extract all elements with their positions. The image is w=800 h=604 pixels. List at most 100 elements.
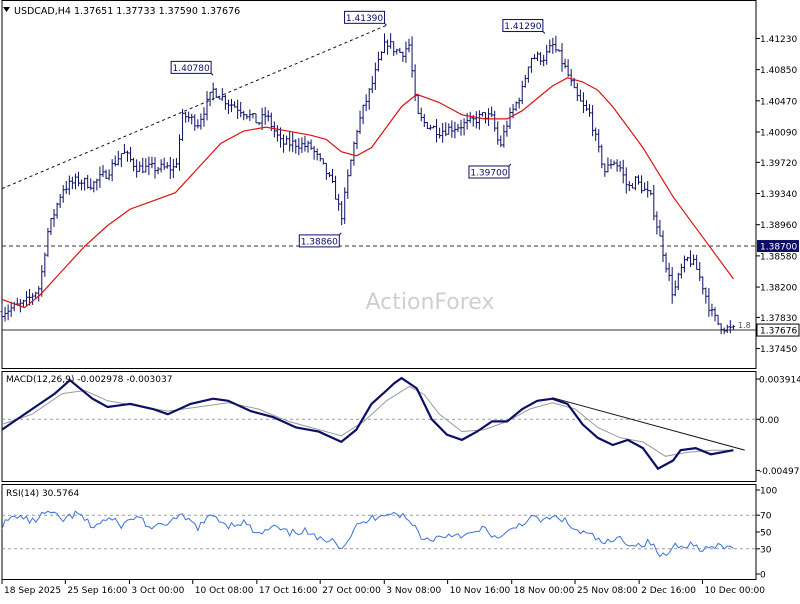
candle-bar	[401, 51, 405, 63]
macd-main-line	[1, 376, 734, 471]
candle-bar	[563, 58, 567, 69]
candle-bar	[55, 202, 59, 219]
rsi-tick-label: 100	[760, 487, 777, 497]
candle-bar	[165, 162, 169, 169]
macd-signal-line	[1, 385, 734, 457]
candle-bar	[664, 252, 668, 273]
candle-bar	[649, 189, 653, 196]
candle-bar	[679, 263, 683, 279]
candle-bar	[685, 256, 689, 262]
price-callout: 1.40780	[170, 60, 214, 76]
candle-bar	[355, 129, 359, 150]
rsi-title: RSI(14) 30.5764	[6, 489, 79, 499]
candle-bar	[309, 139, 313, 150]
macd-tick-label: 0.003914	[759, 376, 800, 386]
candle-bar	[89, 178, 93, 191]
candle-bar	[278, 127, 282, 148]
candle-bar	[327, 171, 331, 178]
candle-bar	[64, 180, 68, 194]
candle-bar	[447, 123, 451, 135]
candle-bar	[15, 297, 19, 305]
macd-tick-label: 0.00	[759, 416, 779, 426]
candle-bar	[407, 38, 411, 53]
candle-bar	[459, 119, 463, 136]
price-callout: 1.41390	[344, 10, 387, 26]
rsi-panel: 100 70 50 30 0 RSI(14) 30.5764	[1, 487, 777, 581]
candle-bar	[652, 184, 656, 221]
candle-bar	[480, 112, 484, 117]
candle-bar	[713, 307, 717, 322]
candle-bar	[251, 112, 255, 119]
candle-bar	[132, 157, 136, 172]
candle-bar	[646, 181, 650, 198]
candle-bar	[187, 111, 191, 123]
current-price-text: 1.37676	[760, 327, 797, 337]
watermark-layer: ActionForex	[366, 290, 495, 315]
price-tick-label: 1.41230	[760, 35, 797, 45]
level-tag-text: 1.38700	[760, 243, 797, 253]
symbol-dropdown-icon[interactable]	[3, 7, 10, 12]
candle-bar	[376, 51, 380, 72]
candle-bar	[254, 113, 258, 124]
candle-bar	[517, 97, 521, 109]
candle-bar	[282, 134, 286, 153]
macd-title: MACD(12,26,9) -0.002978 -0.003037	[6, 375, 172, 385]
candle-bar	[542, 54, 546, 67]
candle-bar	[477, 110, 481, 130]
candle-bar	[450, 120, 454, 138]
candle-bar	[640, 175, 644, 194]
candle-bar	[637, 175, 641, 185]
rsi-tick-label: 70	[760, 512, 772, 522]
candle-bar	[226, 99, 230, 115]
candle-bar	[190, 113, 194, 125]
candle-bar	[312, 146, 316, 160]
candle-bar	[682, 255, 686, 273]
candle-bar	[156, 166, 160, 175]
candle-bar	[34, 291, 38, 299]
candle-bar	[584, 100, 588, 112]
candle-bar	[223, 94, 227, 110]
candle-bar	[275, 125, 279, 142]
candle-bar	[242, 110, 246, 121]
candle-bar	[92, 180, 96, 193]
x-tick-label: 3 Oct 00:00	[131, 586, 184, 596]
rsi-tick-label: 30	[760, 545, 772, 555]
candle-bar	[147, 156, 151, 176]
x-tick-label: 27 Oct 00:00	[322, 586, 381, 596]
candle-bar	[386, 39, 390, 55]
candle-bar	[383, 33, 387, 54]
candle-bar	[70, 176, 74, 190]
candle-bar	[230, 98, 234, 113]
candle-bar	[539, 52, 543, 66]
candle-bar	[719, 323, 723, 335]
candle-bar	[493, 110, 497, 132]
candle-bar	[545, 44, 549, 65]
price-tick-label: 1.38580	[760, 252, 797, 262]
candle-bar	[698, 262, 702, 282]
candle-bar	[135, 159, 139, 178]
candle-bar	[202, 107, 206, 127]
x-tick-label: 18 Nov 00:00	[514, 586, 575, 596]
panel-frame-0	[1, 0, 757, 369]
price-callout: 1.39700	[468, 163, 512, 179]
candle-bar	[73, 173, 77, 190]
candle-bar	[560, 43, 564, 72]
candle-bar	[615, 159, 619, 172]
price-tick-label: 1.38960	[760, 221, 797, 231]
price-callout: 1.41290	[502, 19, 546, 34]
price-tick-label: 1.37450	[760, 345, 797, 355]
candle-bar	[49, 218, 53, 235]
price-callout-pointer	[384, 22, 387, 26]
candle-bar	[431, 125, 435, 129]
candle-bar	[321, 158, 325, 165]
candle-bar	[428, 124, 432, 131]
candle-bar	[193, 114, 197, 131]
candle-bar	[208, 91, 212, 107]
candle-bar	[352, 141, 356, 166]
price-callout-box	[170, 60, 212, 74]
candle-bar	[670, 267, 674, 304]
candle-bar	[395, 48, 399, 55]
candle-bar	[141, 157, 145, 174]
candle-bar	[214, 87, 218, 98]
candle-bar	[484, 112, 488, 124]
